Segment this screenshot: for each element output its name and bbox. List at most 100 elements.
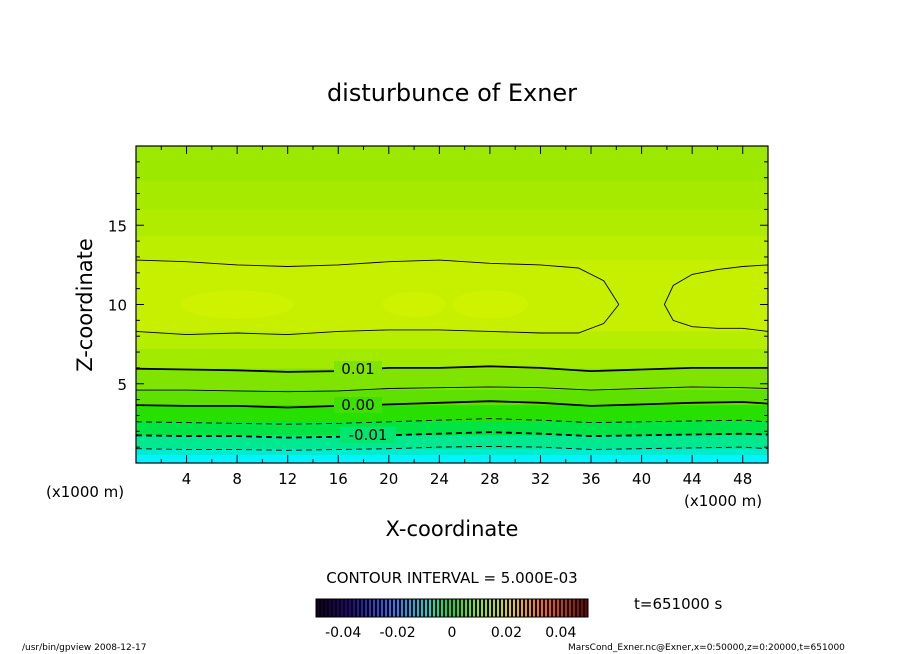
colorbar-stripe <box>361 599 363 617</box>
colorbar-stripe <box>337 599 339 617</box>
colorbar-stripe <box>465 599 467 617</box>
x-tick-label: 40 <box>632 470 651 488</box>
colorbar-tick-label: 0.02 <box>491 625 522 641</box>
contour-label-bg <box>340 427 396 443</box>
colorbar-stripe <box>425 599 427 617</box>
colorbar-stripe <box>569 599 571 617</box>
y-tick-label: 15 <box>108 217 127 235</box>
fill-band <box>136 455 768 463</box>
colorbar-stripe <box>373 599 375 617</box>
colorbar-stripe <box>341 599 343 617</box>
chart-title: disturbunce of Exner <box>327 79 577 107</box>
colorbar-stripe <box>545 599 547 617</box>
x-tick-label: 36 <box>581 470 600 488</box>
colorbar-stripe <box>509 599 511 617</box>
colorbar-stripe <box>453 599 455 617</box>
max-highlight <box>452 290 528 319</box>
colorbar-stripe <box>421 599 423 617</box>
y-axis-ticks: 5 10 15 <box>108 161 768 448</box>
colorbar-stripe <box>577 599 579 617</box>
colorbar-stripe <box>481 599 483 617</box>
colorbar-stripe <box>441 599 443 617</box>
x-tick-label: 12 <box>278 470 297 488</box>
contour-labels: 0.01 0.00 -0.01 <box>334 360 396 444</box>
colorbar-stripe <box>369 599 371 617</box>
y-axis-unit: (x1000 m) <box>46 483 124 501</box>
colorbar-stripe <box>549 599 551 617</box>
plot-area <box>136 146 768 463</box>
colorbar-stripe <box>521 599 523 617</box>
colorbar-tick-label: -0.02 <box>379 625 415 641</box>
contour-line <box>136 304 620 336</box>
colorbar-stripe <box>397 599 399 617</box>
contour-interval: CONTOUR INTERVAL = 5.000E-03 <box>326 569 577 587</box>
colorbar-stripe <box>533 599 535 617</box>
colorbar-stripe <box>485 599 487 617</box>
y-tick-label: 5 <box>117 376 127 394</box>
footer-right: MarsCond_Exner.nc@Exner,x=0:50000,z=0:20… <box>568 643 845 653</box>
x-axis-label: X-coordinate <box>386 517 519 541</box>
contour-label-bg <box>334 397 382 413</box>
colorbar-stripe <box>357 599 359 617</box>
colorbar-stripe <box>537 599 539 617</box>
colorbar-stripe <box>377 599 379 617</box>
x-tick-label: 32 <box>531 470 550 488</box>
colorbar-stripe <box>365 599 367 617</box>
colorbar-stripe <box>565 599 567 617</box>
colorbar-stripe <box>513 599 515 617</box>
colorbar-stripe <box>401 599 403 617</box>
colorbar-stripe <box>437 599 439 617</box>
x-axis-ticks: 4 8 12 16 20 24 28 32 36 40 44 48 <box>160 146 752 488</box>
y-axis-label: Z-coordinate <box>73 238 97 372</box>
colorbar-stripe <box>497 599 499 617</box>
y-tick-label: 10 <box>108 297 127 315</box>
colorbar-stripe <box>405 599 407 617</box>
colorbar-stripe <box>409 599 411 617</box>
colorbar-stripe <box>493 599 495 617</box>
fill-bands <box>136 146 768 463</box>
colorbar-tick-label: -0.04 <box>325 625 361 641</box>
contour-line <box>136 386 768 393</box>
colorbar-stripe <box>433 599 435 617</box>
x-tick-label: 48 <box>733 470 752 488</box>
colorbar-tick-labels: -0.04 -0.02 0 0.02 0.04 <box>325 625 576 641</box>
max-highlight <box>180 290 294 319</box>
colorbar-stripe <box>469 599 471 617</box>
colorbar-stripe <box>501 599 503 617</box>
colorbar-stripe <box>561 599 563 617</box>
max-highlights <box>180 290 528 319</box>
colorbar-stripe <box>525 599 527 617</box>
colorbar-stripe <box>353 599 355 617</box>
colorbar-stripe <box>489 599 491 617</box>
colorbar-bg <box>316 599 588 617</box>
x-axis-unit: (x1000 m) <box>684 492 762 510</box>
colorbar-frame <box>315 598 589 618</box>
x-tick-label: 28 <box>480 470 499 488</box>
max-highlight <box>382 291 446 318</box>
time-label: t=651000 s <box>634 595 722 613</box>
footer-left: /usr/bin/gpview 2008-12-17 <box>22 643 147 653</box>
colorbar-tick-label: 0 <box>448 625 457 641</box>
contour-line <box>663 264 768 332</box>
colorbar-stripe <box>505 599 507 617</box>
colorbar-stripe <box>553 599 555 617</box>
colorbar-stripe <box>461 599 463 617</box>
contour-label-0.00: 0.00 <box>341 396 374 414</box>
x-tick-label: 44 <box>683 470 702 488</box>
colorbar-stripe <box>477 599 479 617</box>
colorbar-stripe <box>449 599 451 617</box>
contour-line <box>136 400 768 409</box>
colorbar-stripe <box>529 599 531 617</box>
colorbar-stripe <box>321 599 323 617</box>
colorbar-stripe <box>445 599 447 617</box>
contour-label-bg <box>334 361 382 377</box>
colorbar-stripe <box>317 599 319 617</box>
x-tick-label: 4 <box>182 470 192 488</box>
colorbar-stripe <box>389 599 391 617</box>
x-tick-label: 20 <box>379 470 398 488</box>
contour-line <box>136 259 620 305</box>
colorbar-stripe <box>573 599 575 617</box>
contour-lines <box>136 259 768 451</box>
contour-line <box>136 365 768 373</box>
